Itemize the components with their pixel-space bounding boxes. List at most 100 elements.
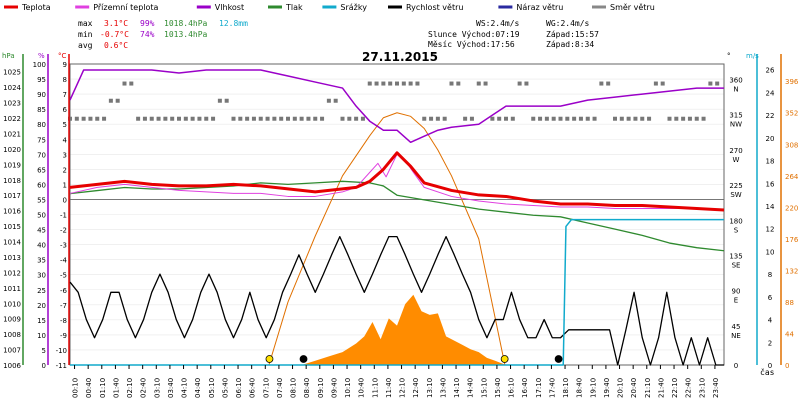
- stats-min-press: 1013.4hPa: [164, 30, 208, 39]
- direction-tick-label: 45: [732, 323, 741, 331]
- wind-speed-tick-label: 4: [768, 317, 773, 325]
- x-tick-label: 19:10: [589, 378, 597, 398]
- wind-speed-tick-label: 24: [766, 89, 775, 97]
- temperature-line: [69, 151, 725, 212]
- stats-max-rain: 12.8mm: [219, 19, 248, 28]
- wind-direction-mark: [129, 81, 134, 86]
- temperature-tick-label: -2: [60, 227, 67, 235]
- moon-rise: Měsíc Východ:17:56: [428, 40, 515, 49]
- legend-label: Tlak: [285, 3, 303, 12]
- wind-direction-mark: [108, 98, 113, 103]
- pressure-axis-unit: hPa: [2, 52, 15, 60]
- wind-direction-mark: [190, 116, 195, 121]
- x-tick-label: 23:10: [698, 378, 706, 398]
- wind-speed-axis-unit: m/s: [746, 52, 759, 60]
- moon-set: Západ:8:34: [546, 40, 594, 49]
- pressure-tick-label: 1025: [3, 69, 21, 77]
- wind-direction-mark: [606, 81, 611, 86]
- wind-direction-mark: [320, 116, 325, 121]
- x-tick-label: 15:10: [480, 378, 488, 398]
- wind-direction-mark: [95, 116, 100, 121]
- wind-speed-tick-label: 8: [768, 271, 772, 279]
- wind-speed-tick-label: 10: [766, 248, 775, 256]
- wind-direction-mark: [115, 98, 120, 103]
- x-tick-label: 03:10: [153, 378, 161, 398]
- wind-direction-mark: [367, 81, 372, 86]
- direction-tick-label: SE: [732, 261, 741, 269]
- wind-direction-mark: [231, 116, 236, 121]
- pressure-tick-label: 1019: [3, 161, 21, 169]
- wind-direction-mark: [510, 116, 515, 121]
- x-tick-label: 07:10: [262, 378, 270, 398]
- sun-set: Západ:15:57: [546, 30, 599, 39]
- x-tick-label: 12:40: [412, 378, 420, 398]
- pressure-tick-label: 1021: [3, 130, 21, 138]
- wind-direction-mark: [456, 81, 461, 86]
- x-tick-label: 05:10: [208, 378, 216, 398]
- temperature-tick-label: 9: [63, 61, 67, 69]
- wind-direction-mark: [558, 116, 563, 121]
- wind-direction-mark: [613, 116, 617, 121]
- wind-direction-mark: [497, 116, 502, 121]
- direction-tick-label: 90: [732, 288, 741, 296]
- temperature-tick-label: -11: [56, 362, 67, 370]
- humidity-tick-label: 100: [33, 61, 46, 69]
- legend-label: Směr větru: [610, 3, 655, 12]
- x-tick-label: 11:10: [371, 378, 379, 398]
- wind-direction-mark: [633, 116, 638, 121]
- humidity-tick-label: 40: [37, 242, 46, 250]
- x-tick-label: 21:40: [657, 378, 665, 398]
- wind-direction-mark: [640, 116, 645, 121]
- wind-direction-mark: [347, 116, 352, 121]
- x-tick-label: 11:40: [385, 378, 393, 398]
- temperature-tick-label: 1: [63, 181, 67, 189]
- x-tick-label: 08:10: [290, 378, 298, 398]
- temperature-axis-unit: °C: [58, 52, 67, 60]
- stats-max-temp: 3.1°C: [104, 19, 128, 28]
- wind-direction-mark: [395, 81, 399, 86]
- stats-avg-temp: 0.6°C: [104, 41, 128, 50]
- wind-direction-mark: [592, 116, 597, 121]
- pressure-tick-label: 1015: [3, 223, 21, 231]
- direction-tick-label: S: [734, 226, 739, 234]
- radiation-theoretical-line: [268, 112, 506, 366]
- wind-direction-mark: [183, 116, 188, 121]
- wind-direction-mark: [81, 116, 86, 121]
- pressure-tick-label: 1009: [3, 316, 21, 324]
- x-tick-label: 18:40: [576, 378, 584, 398]
- humidity-tick-label: 45: [37, 227, 46, 235]
- humidity-tick-label: 10: [37, 332, 46, 340]
- wind-direction-mark: [381, 81, 386, 86]
- wind-direction-mark: [142, 116, 147, 121]
- humidity-tick-label: 0: [42, 362, 46, 370]
- wind-direction-mark: [333, 98, 338, 103]
- radiation-tick-label: 396: [785, 78, 799, 86]
- legend-label: Rychlost větru: [406, 3, 463, 12]
- wind-ws: WS:2.4m/s: [476, 19, 520, 28]
- wind-direction-mark: [374, 81, 379, 86]
- wind-direction-mark: [415, 81, 420, 86]
- direction-tick-label: 315: [729, 112, 742, 120]
- direction-tick-label: E: [734, 297, 738, 305]
- radiation-tick-label: 264: [785, 173, 799, 181]
- x-tick-label: 04:10: [181, 378, 189, 398]
- wind-direction-mark: [163, 116, 168, 121]
- wind-direction-mark: [544, 116, 549, 121]
- wind-direction-mark: [401, 81, 406, 86]
- x-tick-label: 20:10: [617, 378, 625, 398]
- stats-min-temp: -0.7°C: [100, 30, 129, 39]
- wind-direction-mark: [224, 98, 229, 103]
- wind-direction-mark: [429, 116, 434, 121]
- stats-avg-label: avg: [78, 41, 93, 50]
- pressure-line: [69, 180, 725, 252]
- humidity-tick-label: 85: [37, 106, 46, 114]
- axes-layer: 00:10 00:40 01:10 01:40 02:10 02:40 03:10 03:40…: [3, 54, 799, 398]
- x-tick-label: 08:40: [303, 378, 311, 398]
- legend-label: Teplota: [21, 3, 51, 12]
- humidity-tick-label: 35: [37, 257, 46, 265]
- x-tick-label: 01:40: [112, 378, 120, 398]
- wind-direction-mark: [585, 116, 590, 121]
- x-tick-label: 16:40: [521, 378, 529, 398]
- wind-direction-mark: [313, 116, 318, 121]
- wind-direction-mark: [578, 116, 583, 121]
